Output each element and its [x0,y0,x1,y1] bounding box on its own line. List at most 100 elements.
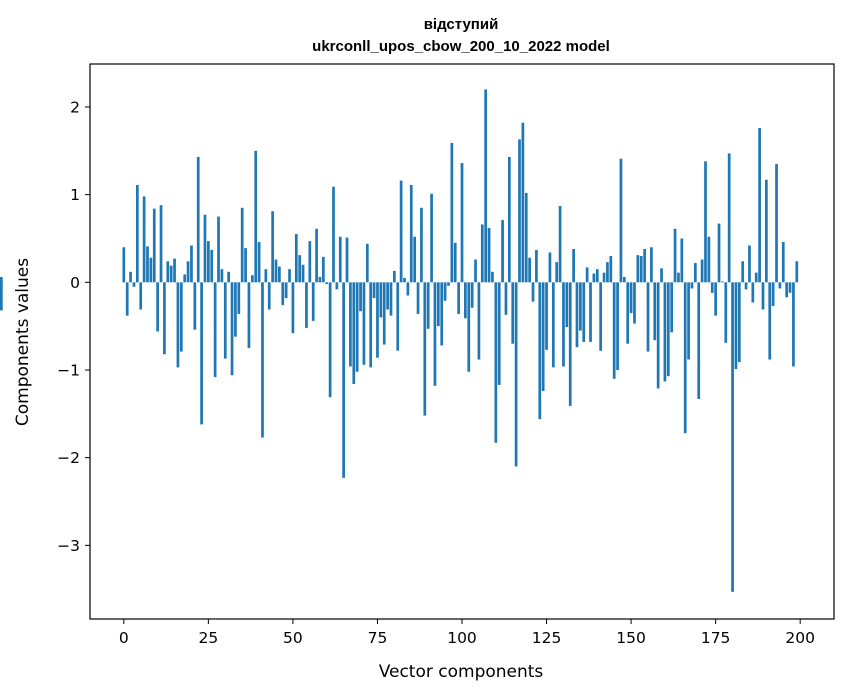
bar [521,122,525,283]
bar [135,185,139,283]
bar [163,282,166,355]
y-tick-label: 1 [70,186,80,204]
y-axis-label: Components values [13,258,33,426]
bar [227,271,231,283]
bar [518,139,521,283]
bar [365,243,369,283]
bar [132,282,136,287]
bar [261,282,264,438]
bar [663,282,667,382]
bar [622,277,626,283]
bar [639,256,643,283]
bar [443,282,447,301]
bar [274,259,278,283]
bar [616,282,619,370]
bar [788,282,792,293]
x-tick-label: 150 [616,629,646,647]
bar [335,282,339,290]
bar [423,282,427,416]
bar [149,257,153,283]
bar [436,282,440,327]
bar [690,282,694,289]
y-tick-label: 2 [70,98,80,116]
bar [741,261,745,283]
bar [636,255,640,283]
bar [602,272,606,283]
bar [528,257,531,283]
bar [447,282,450,286]
bar [152,208,156,283]
bar [230,282,234,376]
bar [582,282,586,342]
bar [169,265,173,283]
bar [406,282,410,296]
y-tick-label: −1 [57,361,80,379]
bar [768,282,772,360]
bar [237,282,241,314]
bar [589,282,592,342]
bar [792,282,795,367]
bar [200,282,203,425]
bar [660,268,663,283]
bar [670,282,674,333]
bar [173,258,176,283]
y-tick-label: −3 [57,537,80,555]
x-axis: 0 25 50 75 100 125 150 175 200 [119,619,815,647]
bar [480,224,484,283]
bar [433,282,437,386]
bar [687,282,690,360]
bar [579,282,582,331]
bars-group [0,89,799,592]
bar [176,282,180,368]
bar [301,264,305,283]
bar [413,236,417,283]
bar [785,282,789,298]
y-axis: 2 1 0 −1 −2 −3 [57,98,90,555]
bar [795,261,799,283]
bar [511,282,515,344]
x-tick-label: 125 [532,629,562,647]
bar [450,142,454,283]
bar [183,274,187,283]
bar [595,269,599,283]
bar [717,223,721,283]
bar [142,196,146,283]
bar [156,282,159,332]
bar [426,282,430,329]
bar [352,282,356,385]
bar [281,282,285,306]
bar [653,282,657,341]
bar [254,150,258,283]
bar [284,282,288,299]
bar [612,282,616,379]
bar [386,282,389,310]
bar [673,228,677,283]
bar [504,282,508,315]
bar [179,282,183,352]
bar [592,273,596,283]
bar [707,236,711,283]
bar [349,282,352,367]
bar [278,266,281,283]
bar [234,282,237,337]
bar [193,282,197,330]
x-tick-label: 75 [368,629,388,647]
bar [220,269,224,283]
bar [531,282,535,302]
bar [721,281,724,283]
bar [572,249,575,283]
bar [139,282,143,310]
bar [0,282,3,311]
bar [748,245,751,283]
bar [315,228,318,283]
bar [420,207,423,283]
bar [399,180,403,283]
bar [409,185,413,283]
bar [484,89,488,283]
bar [464,282,467,319]
x-tick-label: 25 [198,629,218,647]
bar [328,282,332,398]
x-tick-label: 200 [785,629,815,647]
bar [207,241,210,283]
bar [305,282,308,328]
